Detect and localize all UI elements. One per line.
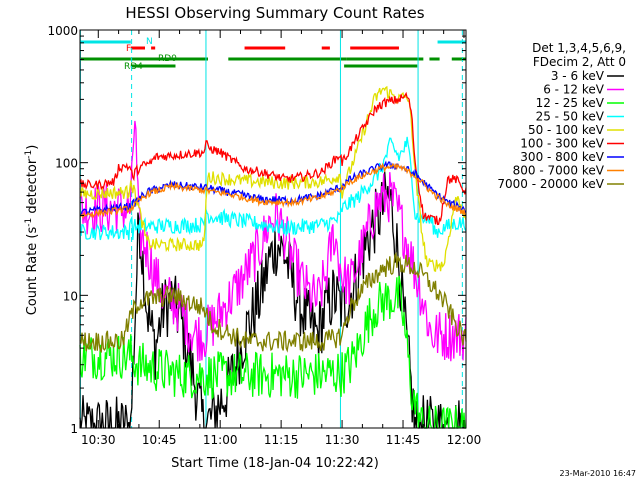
series-line [79,91,467,226]
x-tick-label: 11:45 [386,433,421,447]
legend-header-1: Det 1,3,4,5,6,9, [532,41,626,55]
legend-entry-label: 6 - 12 keV [543,83,605,97]
legend: Det 1,3,4,5,6,9, FDecim 2, Att 0 3 - 6 k… [497,41,626,191]
x-axis-label: Start Time (18-Jan-04 10:22:42) [171,456,379,471]
series-line [79,275,466,429]
flag-bars: N F RD0 RD4 [80,37,466,72]
plot-frame [79,29,467,429]
y-tick-label: 10 [63,289,78,303]
x-tick-label: 12:00 [447,433,482,447]
x-tick-label: 10:30 [81,433,116,447]
y-axis-ticks: 1 10 100 1000 [47,24,466,436]
legend-entry-label: 7000 - 20000 keV [497,177,604,191]
x-axis-ticks: 10:30 10:45 11:00 11:15 11:30 11:45 12:00 [81,30,481,447]
flag-label: F [126,44,131,54]
legend-entry-label: 3 - 6 keV [551,69,605,83]
legend-entry-label: 25 - 50 keV [536,110,605,124]
y-axis-label: Count Rate (s-1 detector-1) [24,145,40,316]
series-line [79,251,467,353]
chart-title: HESSI Observing Summary Count Rates [125,4,424,22]
data-series [79,85,467,429]
legend-entry-label: 12 - 25 keV [536,96,605,110]
y-tick-label: 1000 [47,24,78,38]
x-tick-label: 11:30 [325,433,360,447]
series-line [79,136,467,241]
series-line [79,120,467,362]
flag-label: RD4 [124,62,143,72]
legend-header-2: FDecim 2, Att 0 [533,55,626,69]
x-tick-label: 10:45 [142,433,177,447]
legend-entry-label: 800 - 7000 keV [513,164,605,178]
legend-entry-label: 50 - 100 keV [528,123,605,137]
y-tick-label: 100 [55,157,78,171]
legend-entry-label: 300 - 800 keV [520,150,604,164]
footer-date: 23-Mar-2010 16:47 [560,469,637,478]
series-line [79,162,466,220]
x-tick-label: 11:15 [264,433,299,447]
legend-entry-label: 100 - 300 keV [520,137,604,151]
x-tick-label: 11:00 [203,433,238,447]
flag-label: N [146,37,153,47]
y-tick-label: 1 [70,422,78,436]
flag-label: RD0 [158,54,177,64]
